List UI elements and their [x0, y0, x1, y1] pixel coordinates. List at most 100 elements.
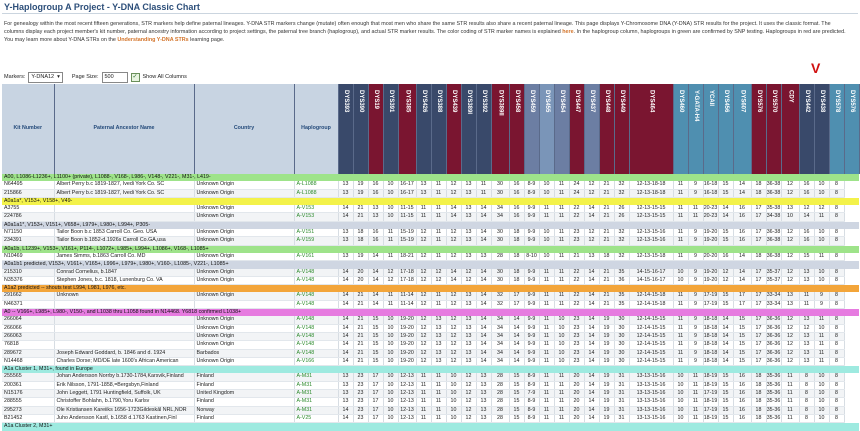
marker-value-cell: 13 — [476, 414, 492, 424]
marker-value-cell: 11 — [431, 381, 447, 391]
marker-value-cell: 9-9 — [524, 268, 540, 277]
marker-value-cell: 11 — [539, 292, 555, 301]
marker-value-cell: 23 — [569, 357, 585, 367]
haplogroup-cell: A-V148 — [294, 332, 339, 342]
marker-value-cell: 11 — [431, 300, 447, 310]
marker-value-cell: 11 — [673, 212, 689, 222]
marker-value-cell: 15 — [733, 324, 752, 333]
show-all-columns-checkbox[interactable]: ✓ — [130, 72, 140, 82]
marker-value-cell: 19 — [599, 324, 615, 333]
marker-value-cell: 17 — [368, 373, 384, 382]
learning-page-link[interactable]: Understanding Y-DNA STRs — [117, 37, 189, 43]
color-key-link[interactable]: here — [562, 29, 574, 35]
marker-value-cell: 20 — [569, 414, 585, 424]
marker-value-cell: 36-38 — [766, 181, 782, 190]
marker-value-cell: 21 — [599, 268, 615, 277]
group-label: A0a1b, L1239+, V153+, V161+, P114-, L107… — [2, 245, 859, 253]
marker-value-cell: 10 — [554, 349, 570, 358]
marker-header-label: DYS449 — [619, 90, 626, 113]
marker-value-cell: 19-20 — [703, 268, 719, 277]
marker-value-cell: 8 — [829, 389, 845, 399]
marker-value-cell: 16 — [733, 373, 752, 382]
marker-value-cell: 36-36 — [766, 349, 782, 358]
haplogroup-cell: A-V148 — [294, 268, 339, 277]
markers-select[interactable]: Y-DNA12 ▾ — [28, 71, 63, 83]
marker-value-cell: 12 — [584, 181, 600, 190]
marker-value-cell: 14 — [368, 252, 384, 262]
marker-value-cell: 11 — [416, 406, 432, 415]
marker-value-cell: 13 — [461, 324, 477, 333]
marker-value-cell: 14 — [509, 340, 525, 350]
marker-value-cell: 30 — [491, 189, 510, 198]
marker-header-label: Y-GATA-H4 — [693, 90, 700, 122]
marker-value-cell: 11 — [416, 212, 432, 222]
marker-value-cell: 30 — [614, 332, 630, 342]
haplogroup-cell: A-V148 — [294, 292, 339, 301]
marker-value-cell: 21 — [353, 357, 369, 367]
marker-value-cell: 10 — [814, 236, 830, 246]
marker-value-cell: 36-36 — [766, 316, 782, 325]
marker-value-cell: 14 — [338, 340, 354, 350]
marker-value-cell: 14 — [584, 349, 600, 358]
marker-value-cell: 19 — [353, 252, 369, 262]
marker-value-cell: 8 — [829, 292, 845, 301]
marker-value-cell: 11 — [539, 414, 555, 424]
marker-header-dys426: DYS426 — [416, 84, 432, 174]
marker-value-cell: 16 — [733, 406, 752, 415]
page-size-input[interactable]: 500 — [101, 71, 128, 83]
marker-value-cell: 19 — [599, 332, 615, 342]
ancestor-name-cell: Juho Andersson Kastl, b.1658 d.1763 Kast… — [54, 414, 195, 424]
marker-value-cell: 12-13-15-15 — [629, 212, 674, 222]
marker-value-cell: 16 — [733, 389, 752, 399]
marker-value-cell: 11 — [431, 292, 447, 301]
marker-value-cell: 16 — [733, 381, 752, 391]
marker-value-cell: 13 — [461, 357, 477, 367]
marker-value-cell: 14 — [584, 357, 600, 367]
marker-value-cell: 13 — [338, 252, 354, 262]
marker-value-cell: 10 — [814, 373, 830, 382]
marker-value-cell: 14 — [799, 212, 815, 222]
marker-value-cell: 36-36 — [766, 357, 782, 367]
country-cell: Unknown Origin — [194, 189, 295, 198]
marker-value-cell: 8 — [829, 332, 845, 342]
marker-value-cell: 34 — [491, 357, 510, 367]
marker-value-cell: 14 — [718, 212, 734, 222]
marker-header-dys449: DYS449 — [614, 84, 630, 174]
marker-value-cell: 14 — [476, 316, 492, 325]
marker-value-cell: 14 — [509, 349, 525, 358]
marker-header-dys438: DYS438 — [814, 84, 830, 174]
ancestor-name-cell: Albert Perry b.c 1819-1827, Ivedi York C… — [54, 189, 195, 198]
marker-value-cell: 14-15-16-17 — [629, 276, 674, 286]
description-text-2: . In the haplogroup column, haplogroups … — [4, 29, 846, 43]
marker-value-cell: 14 — [584, 205, 600, 214]
ancestor-name-cell — [54, 300, 195, 310]
marker-value-cell: 23 — [353, 373, 369, 382]
marker-value-cell: 14 — [368, 292, 384, 301]
marker-value-cell: 13 — [781, 292, 800, 301]
country-cell — [194, 300, 295, 310]
marker-value-cell: 10 — [554, 357, 570, 367]
table-row: 291662 Unknown Unknown Origin A-V148 14 21 14 1… — [2, 292, 859, 301]
marker-value-cell: 14 — [733, 276, 752, 286]
marker-value-cell: 10 — [814, 397, 830, 407]
marker-value-cell: 11 — [781, 389, 800, 399]
marker-header-dys576: DYS576 — [844, 84, 860, 174]
marker-value-cell: 16 — [799, 181, 815, 190]
marker-value-cell: 10 — [383, 316, 399, 325]
marker-value-cell: 12 — [446, 300, 462, 310]
marker-value-cell: 32 — [491, 300, 510, 310]
marker-value-cell: 14 — [338, 300, 354, 310]
marker-value-cell: 10 — [814, 324, 830, 333]
marker-value-cell: 16 — [733, 414, 752, 424]
marker-value-cell: 28 — [491, 389, 510, 399]
marker-value-cell: 13 — [461, 181, 477, 190]
marker-value-cell: 11 — [539, 332, 555, 342]
marker-value-cell: 9-9 — [524, 349, 540, 358]
marker-value-cell: 17 — [751, 324, 767, 333]
marker-value-cell: 15 — [368, 332, 384, 342]
marker-header-label: DYS390 — [358, 90, 365, 113]
ancestor-name-cell — [54, 205, 195, 214]
marker-value-cell: 16 — [799, 236, 815, 246]
marker-header-dys19: DYS19 — [368, 84, 384, 174]
marker-value-cell: 11-15 — [398, 205, 417, 214]
